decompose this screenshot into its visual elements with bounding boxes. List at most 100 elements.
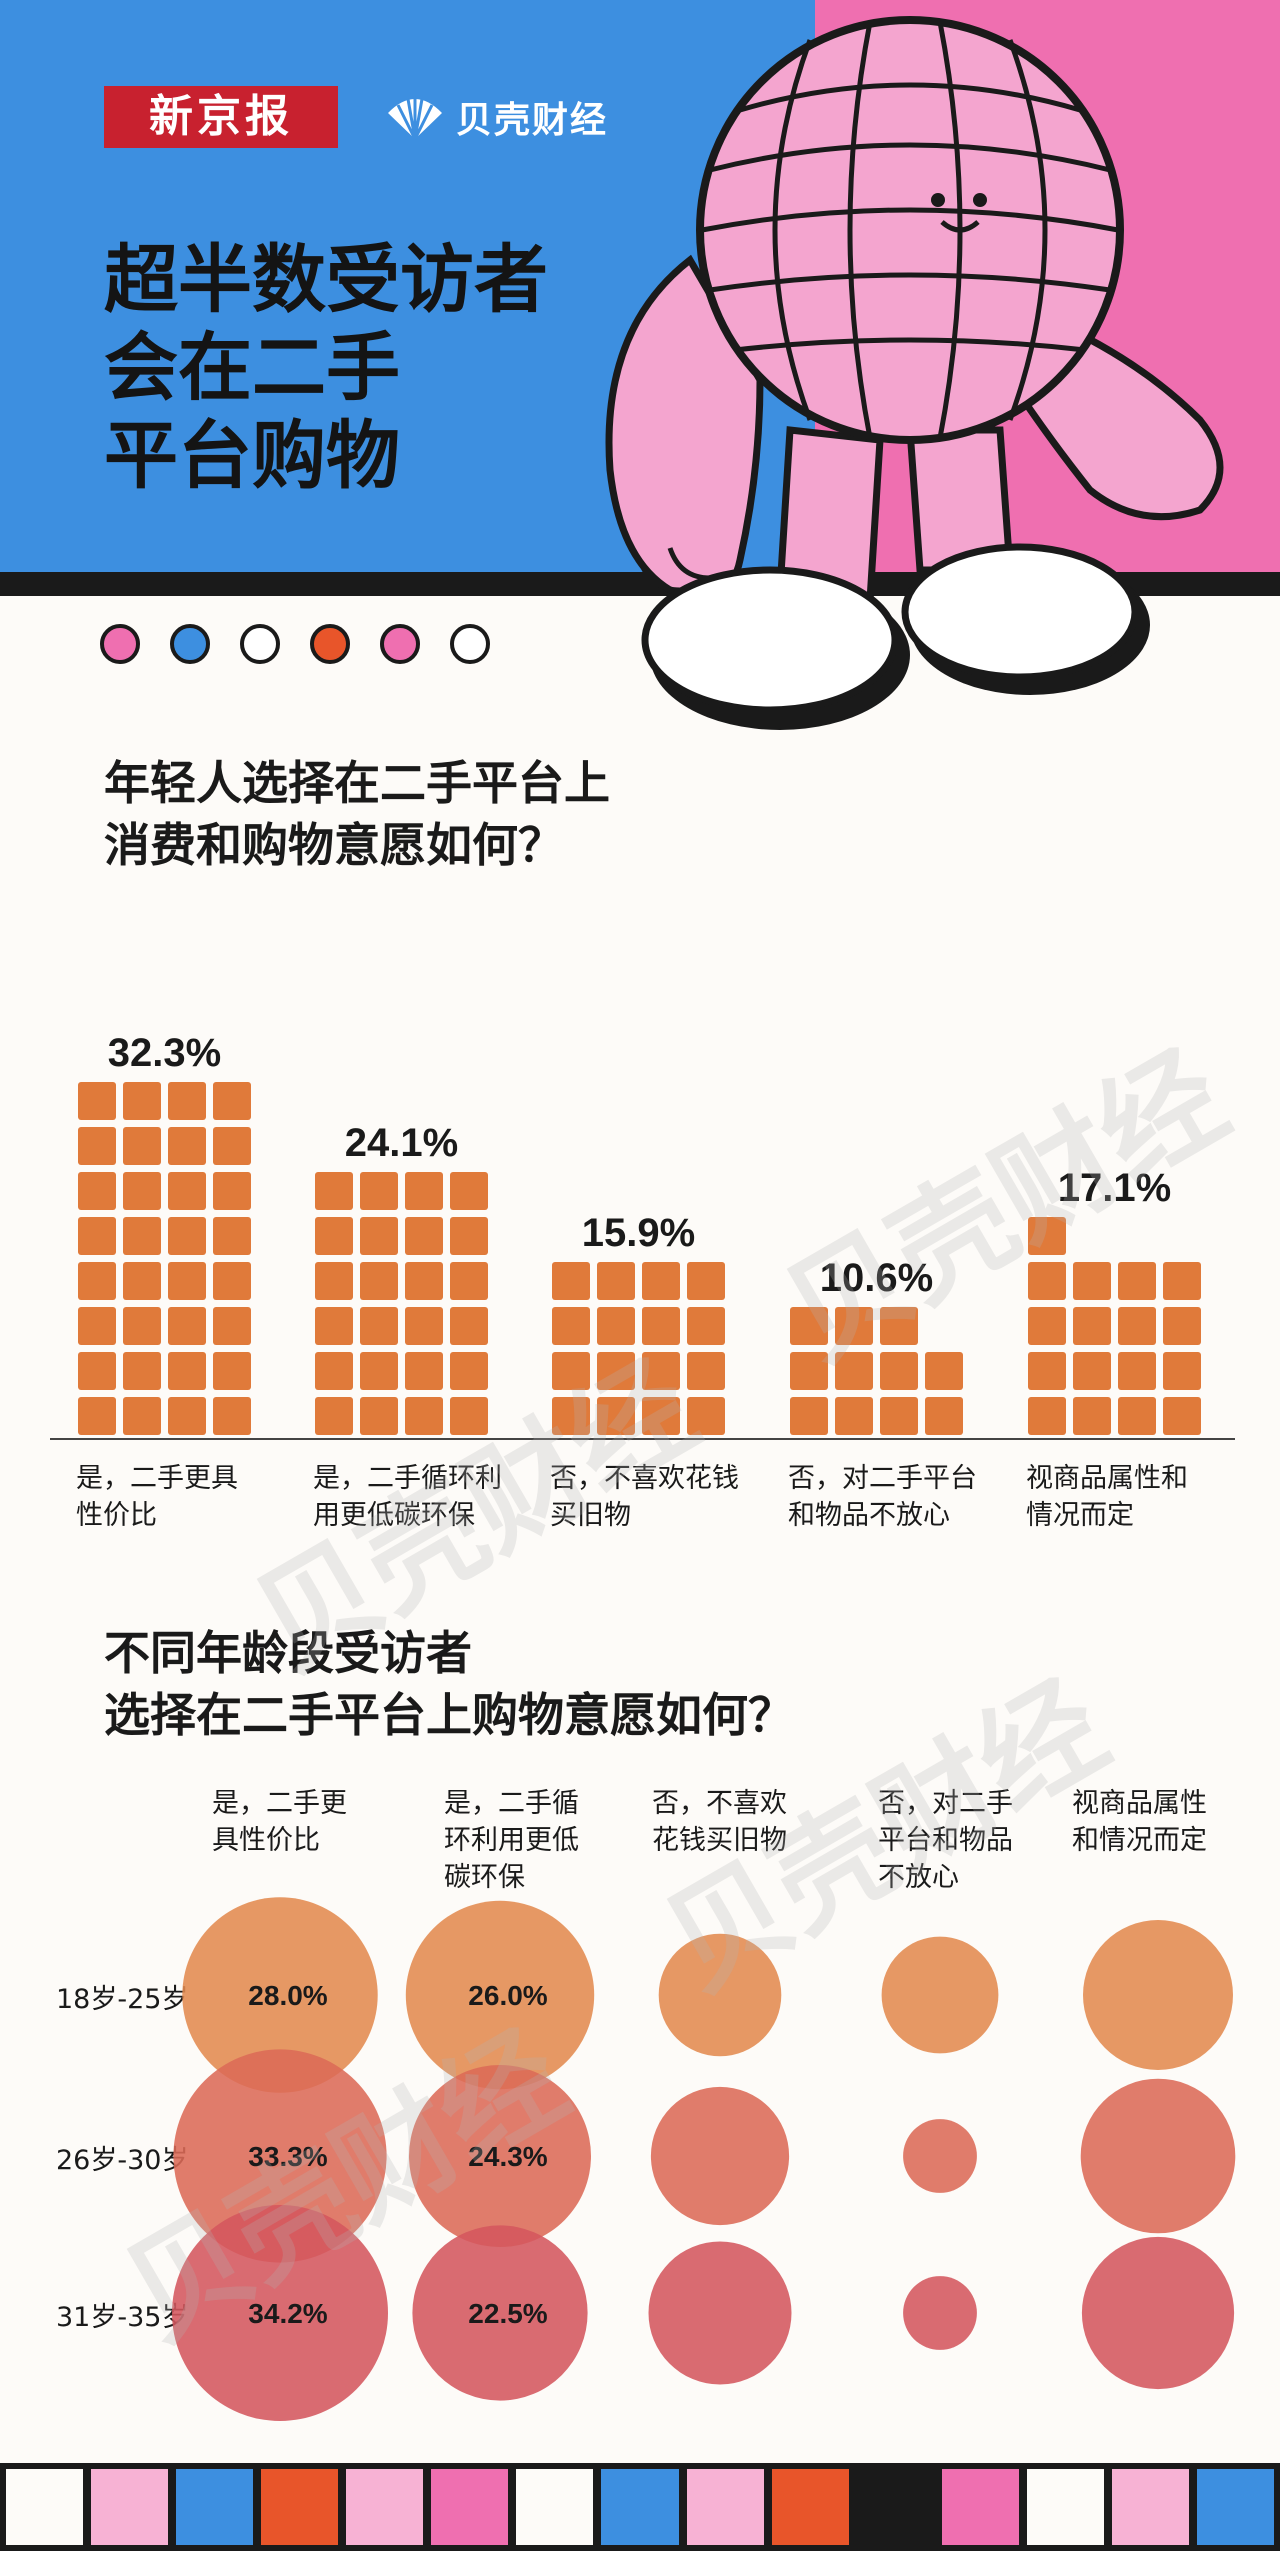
bar-block bbox=[78, 1082, 116, 1120]
bar-block bbox=[123, 1217, 161, 1255]
bar-block bbox=[1163, 1307, 1201, 1345]
bar-block bbox=[360, 1172, 398, 1210]
bar-block bbox=[835, 1307, 873, 1345]
strip-block bbox=[516, 2469, 594, 2545]
bubble-value-label: 28.0% bbox=[248, 1980, 327, 2011]
bar-block bbox=[790, 1397, 828, 1435]
bubble bbox=[412, 2225, 588, 2401]
bar-block bbox=[123, 1352, 161, 1390]
bubble bbox=[1081, 2236, 1235, 2390]
bubble-chart-title: 不同年龄段受访者 选择在二手平台上购物意愿如何？ bbox=[104, 1626, 794, 1742]
bar-block bbox=[78, 1172, 116, 1210]
bar-value-label: 10.6% bbox=[820, 1256, 933, 1300]
strip-block bbox=[431, 2469, 509, 2545]
row-label: 18岁-25岁 bbox=[56, 1984, 189, 2015]
decorative-dot bbox=[380, 624, 420, 664]
bar-block bbox=[1118, 1307, 1156, 1345]
bar-block bbox=[123, 1082, 161, 1120]
brand2-text: 贝壳财经 bbox=[456, 100, 609, 141]
bubble bbox=[903, 2119, 977, 2193]
bar-block bbox=[405, 1172, 443, 1210]
bubble-value-label: 26.0% bbox=[468, 1980, 547, 2011]
bar-block bbox=[450, 1217, 488, 1255]
bar-block bbox=[880, 1307, 918, 1345]
bar-value-label: 17.1% bbox=[1058, 1166, 1171, 1210]
bar-block bbox=[315, 1307, 353, 1345]
bar-value-label: 24.1% bbox=[345, 1121, 458, 1165]
bar-block bbox=[1163, 1352, 1201, 1390]
bar-block bbox=[168, 1262, 206, 1300]
bar-block bbox=[360, 1307, 398, 1345]
bar-block bbox=[213, 1397, 251, 1435]
bubble bbox=[881, 1936, 999, 2054]
bar-chart: 32.3% 24.1% 15.9% 10.6% 17.1% bbox=[50, 1031, 1235, 1440]
bubble bbox=[182, 1897, 378, 2093]
strip-block bbox=[176, 2469, 254, 2545]
strip-block bbox=[91, 2469, 169, 2545]
bar-block bbox=[642, 1307, 680, 1345]
bar-block bbox=[315, 1397, 353, 1435]
bar-block bbox=[213, 1307, 251, 1345]
bubble-value-label: 24.3% bbox=[468, 2141, 547, 2172]
bar-block bbox=[687, 1307, 725, 1345]
column-label: 否，不喜欢 花钱买旧物 bbox=[652, 1788, 787, 1856]
bar-block bbox=[1118, 1352, 1156, 1390]
bar-block bbox=[78, 1217, 116, 1255]
column-label: 视商品属性 和情况而定 bbox=[1072, 1788, 1207, 1856]
bar-chart-title: 年轻人选择在二手平台上 消费和购物意愿如何？ bbox=[104, 756, 610, 872]
category-label: 是，二手更具 性价比 bbox=[76, 1463, 238, 1531]
decorative-dot bbox=[310, 624, 350, 664]
bar-block bbox=[168, 1307, 206, 1345]
category-label: 否，对二手平台 和物品不放心 bbox=[788, 1463, 977, 1531]
strip-block bbox=[771, 2469, 849, 2545]
bar-block bbox=[880, 1352, 918, 1390]
bubble bbox=[648, 2241, 792, 2385]
bar-block bbox=[168, 1082, 206, 1120]
decorative-dot bbox=[240, 624, 280, 664]
bar-value-label: 15.9% bbox=[582, 1211, 695, 1255]
column-label: 是，二手更 具性价比 bbox=[212, 1788, 347, 1856]
bar-block bbox=[213, 1262, 251, 1300]
bar-block bbox=[552, 1397, 590, 1435]
bar-block bbox=[552, 1262, 590, 1300]
bar-block bbox=[790, 1352, 828, 1390]
bar-block bbox=[687, 1352, 725, 1390]
bar-block bbox=[687, 1397, 725, 1435]
bar-block bbox=[790, 1307, 828, 1345]
strip-block bbox=[6, 2469, 84, 2545]
category-label: 是，二手循环利 用更低碳环保 bbox=[313, 1463, 502, 1531]
bar-block bbox=[123, 1262, 161, 1300]
bar-block bbox=[405, 1352, 443, 1390]
bar-block bbox=[213, 1352, 251, 1390]
bubble bbox=[172, 2205, 388, 2421]
header-banner: 新京报 贝壳财经 超半数受访者 会在二手 平台购物 bbox=[0, 0, 1280, 730]
bar-block bbox=[405, 1217, 443, 1255]
bubble bbox=[903, 2276, 977, 2350]
strip-block bbox=[1026, 2469, 1104, 2545]
bar-block bbox=[78, 1262, 116, 1300]
column-label: 否，对二手 平台和物品 不放心 bbox=[878, 1788, 1013, 1893]
page-headline: 超半数受访者 会在二手 平台购物 bbox=[104, 237, 548, 499]
bar-block bbox=[360, 1352, 398, 1390]
decorative-dot bbox=[450, 624, 490, 664]
bar-block bbox=[123, 1172, 161, 1210]
bubble bbox=[1080, 2078, 1236, 2234]
bar-block bbox=[1073, 1397, 1111, 1435]
bar-block bbox=[1028, 1262, 1066, 1300]
xinjingbao-logo: 新京报 bbox=[104, 86, 338, 148]
bar-block bbox=[168, 1352, 206, 1390]
bubble-chart: 28.0% 26.0% 33.3% 24.3% 34.2% 22.5% bbox=[172, 1897, 1236, 2421]
bar-block bbox=[925, 1397, 963, 1435]
bubble-value-label: 34.2% bbox=[248, 2298, 327, 2329]
bar-block bbox=[597, 1397, 635, 1435]
bar-block bbox=[123, 1127, 161, 1165]
bottom-color-strip bbox=[0, 2463, 1280, 2551]
bar-block bbox=[552, 1307, 590, 1345]
bar-block bbox=[360, 1397, 398, 1435]
bar-block bbox=[123, 1307, 161, 1345]
bar-block bbox=[1028, 1397, 1066, 1435]
bar-block bbox=[687, 1262, 725, 1300]
bar-block bbox=[78, 1352, 116, 1390]
bar-block bbox=[168, 1172, 206, 1210]
decorative-dot bbox=[100, 624, 140, 664]
